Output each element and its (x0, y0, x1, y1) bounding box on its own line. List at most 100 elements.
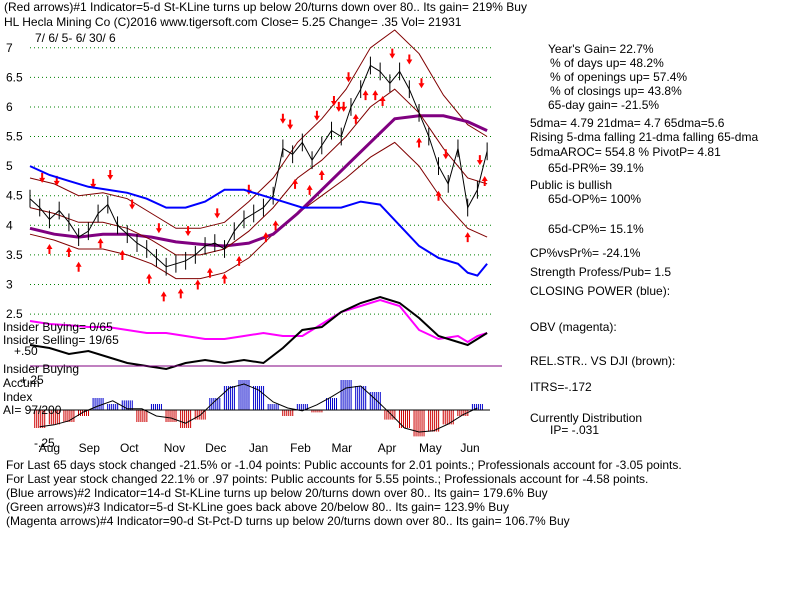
month-label: Sep (79, 441, 101, 455)
header-ticker-line: HL Hecla Mining Co (C)2016 www.tigersoft… (4, 15, 462, 29)
month-label: Feb (290, 441, 311, 455)
legend-closing-power: CLOSING POWER (blue): (530, 284, 671, 298)
label-plus50: +.50 (14, 344, 38, 358)
month-label: Dec (205, 441, 226, 455)
y-tick-label: 2.5 (6, 307, 23, 321)
stat-years-gain: Year's Gain= 22.7% (548, 42, 654, 56)
stat-cp-vs-pr: CP%vsPr%= -24.1% (530, 246, 641, 260)
down-arrow (345, 72, 352, 83)
stat-65day-gain: 65-day gain= -21.5% (548, 98, 660, 112)
legend-obv: OBV (magenta): (530, 320, 617, 334)
stat-ip: IP= -.031 (550, 423, 600, 437)
price-line (29, 56, 488, 276)
signal-arrows (39, 48, 488, 302)
down-arrow (39, 172, 46, 183)
down-arrow (335, 101, 342, 112)
stat-openings-up: % of openings up= 57.4% (550, 70, 688, 84)
y-tick-label: 7 (6, 41, 13, 55)
stat-65d-op: 65d-OP%= 100% (548, 192, 642, 206)
up-arrow (318, 170, 325, 181)
footer-magenta-arrows: (Magenta arrows)#4 Indicator=90-d St-Pct… (6, 514, 570, 528)
up-arrow (236, 255, 243, 266)
up-arrow (272, 220, 279, 231)
down-arrow (129, 199, 136, 210)
closing-power-line (29, 165, 488, 277)
ma65 (29, 114, 488, 248)
up-arrow (75, 261, 82, 272)
accum-index-bars (34, 380, 483, 437)
month-label: Jun (460, 441, 479, 455)
up-arrow (206, 267, 213, 278)
label-index: Index (3, 390, 33, 404)
up-arrow (146, 273, 153, 284)
y-tick-label: 4.5 (6, 189, 23, 203)
header-date-range: 7/ 6/ 5- 6/ 30/ 6 (35, 31, 116, 45)
down-arrow (287, 119, 294, 130)
stat-65d-cp: 65d-CP%= 15.1% (548, 222, 644, 236)
obv (29, 298, 488, 344)
y-tick-label: 6.5 (6, 70, 23, 84)
label-minus25: -.25 (34, 436, 55, 450)
price-close-line (29, 64, 488, 268)
y-tick-label: 5.5 (6, 130, 23, 144)
rel-strength-line (29, 295, 488, 371)
up-arrow (481, 175, 488, 186)
up-arrow (262, 232, 269, 243)
up-arrow (46, 244, 53, 255)
up-arrow (177, 288, 184, 299)
up-arrow (435, 190, 442, 201)
down-arrow (155, 223, 162, 234)
header-indicator-1: (Red arrows)#1 Indicator=5-d St-KLine tu… (4, 0, 527, 14)
month-axis-labels: Aug Sep Oct Nov Dec Jan Feb Mar Apr May Jun (39, 441, 480, 455)
stat-65d-pr: 65d-PR%= 39.1% (548, 161, 644, 175)
month-label: May (419, 441, 442, 455)
up-arrow (306, 184, 313, 195)
stat-closings-up: % of closings up= 43.8% (550, 84, 682, 98)
up-arrow (65, 246, 72, 257)
ma21-line (29, 88, 488, 256)
bollinger-bands (29, 29, 488, 280)
month-label: Mar (332, 441, 353, 455)
month-label: Jan (249, 441, 268, 455)
obv-line (29, 298, 488, 344)
label-plus25: +.25 (20, 373, 44, 387)
stat-aroc-pivot: 5dmaAROC= 554.8 % PivotP= 4.81 (530, 145, 721, 159)
up-arrow (352, 113, 359, 124)
label-ai: AI= 97/200 (3, 403, 62, 417)
stat-moving-averages: 5dma= 4.79 21dma= 4.7 65dma=5.6 (530, 116, 725, 130)
down-arrow (107, 169, 114, 180)
insider-buying-ratio: Insider Buying= 0/65 (3, 320, 113, 334)
lower-band (29, 141, 488, 280)
month-label: Nov (164, 441, 185, 455)
footer-blue-arrows: (Blue arrows)#2 Indicator=14-d St-KLine … (6, 486, 548, 500)
down-arrow (389, 48, 396, 59)
down-arrow (406, 54, 413, 65)
up-arrow (464, 232, 471, 243)
down-arrow (279, 113, 286, 124)
upper-band (29, 29, 488, 229)
stat-itrs: ITRS=-.172 (530, 380, 592, 394)
down-arrow (313, 110, 320, 121)
label-insider-buying: Insider Buying (3, 362, 80, 376)
accum-ma (39, 383, 478, 433)
price-axis-labels: 7 6.5 6 5.5 5 4.5 4 3.5 3 2.5 (6, 41, 23, 321)
legend-rel-str: REL.STR.. VS DJI (brown): (530, 354, 676, 368)
down-arrow (418, 78, 425, 89)
footer-green-arrows: (Green arrows)#3 Indicator=5-d St-KLine … (6, 500, 509, 514)
month-label: Oct (120, 441, 139, 455)
down-arrow (214, 208, 221, 219)
month-label: Aug (39, 441, 60, 455)
up-arrow (379, 96, 386, 107)
up-arrow (372, 90, 379, 101)
closing-power (29, 165, 488, 277)
ma65-line (29, 114, 488, 248)
footer-year: For Last year stock changed 22.1% or .97… (6, 472, 649, 486)
down-arrow (330, 95, 337, 106)
down-arrow (53, 175, 60, 186)
down-arrow (340, 101, 347, 112)
up-arrow (97, 238, 104, 249)
ma21 (29, 88, 488, 256)
stat-public-bullish: Public is bullish (530, 178, 613, 192)
y-tick-label: 6 (6, 100, 13, 114)
